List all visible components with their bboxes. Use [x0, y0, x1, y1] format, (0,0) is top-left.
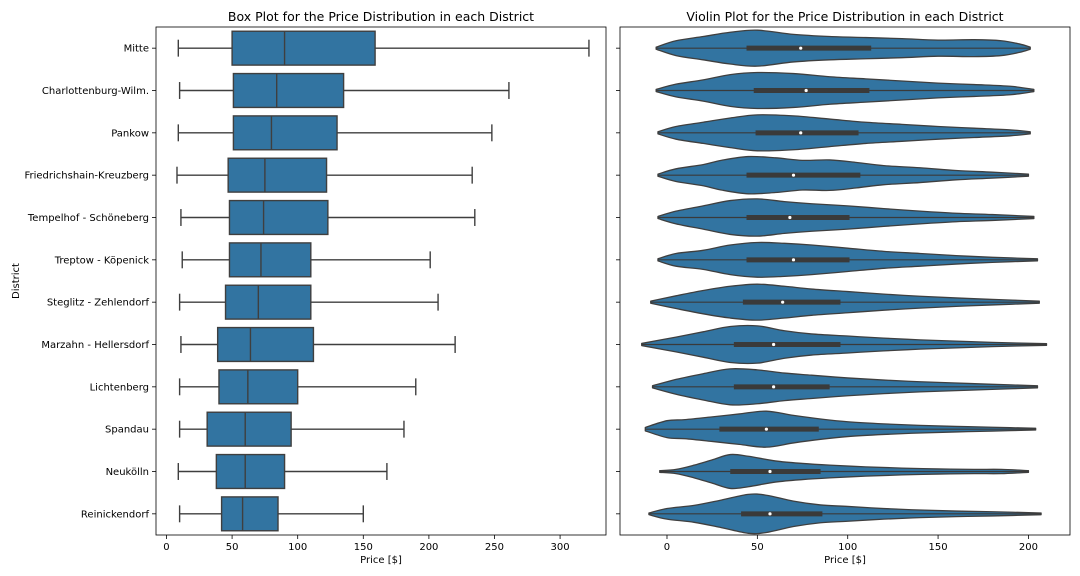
box-marzahn-hellersdorf [180, 326, 456, 363]
violin-spandau [644, 410, 1037, 448]
box-reinickendorf [178, 496, 364, 532]
box-friedrichshain-kreuzberg [176, 157, 473, 193]
median-dot [772, 385, 776, 389]
y-tick-label-mitte: Mitte [124, 44, 149, 55]
x-tick-label-200: 200 [419, 542, 438, 553]
median-dot [791, 173, 796, 177]
box-treptow-kopenick [181, 242, 431, 278]
violin-lichtenberg [651, 367, 1039, 406]
x-tick-label-0: 0 [163, 542, 169, 553]
median-dot [799, 131, 803, 135]
median-dot [768, 469, 772, 474]
box-plot-marks [176, 30, 590, 532]
box-steglitz-zehlendorf [178, 284, 439, 320]
median-dot [788, 215, 792, 220]
iqr-box [224, 284, 312, 320]
x-tick-label-200: 200 [1019, 542, 1038, 553]
box-plot-title: Box Plot for the Price Distribution in e… [228, 9, 534, 24]
box-lichtenberg [178, 369, 417, 405]
y-tick-label-lichtenberg: Lichtenberg [90, 382, 149, 393]
violin-tempelhof-schoneberg [657, 198, 1035, 237]
violin-plot-frame [619, 26, 1071, 536]
iqr-box [218, 369, 299, 405]
iqr-box [228, 199, 329, 236]
iqr-box [228, 242, 312, 278]
y-tick-label-charlottenburg-wilm: Charlottenburg-Wilm. [42, 86, 149, 97]
box-spandau [178, 411, 405, 447]
box-pankow [177, 115, 493, 151]
violin-reinickendorf [648, 493, 1042, 535]
x-tick-label-100: 100 [838, 542, 857, 553]
x-tick-label-150: 150 [354, 542, 373, 553]
y-tick-label-treptow-kopenick: Treptow - Köpenick [54, 255, 150, 266]
iqr-box [231, 30, 376, 66]
median-dot [764, 427, 768, 431]
box-tempelhof-schoneberg [180, 199, 476, 236]
y-tick-label-neukolln: Neukölln [106, 467, 149, 478]
box-plot-frame [155, 26, 607, 536]
iqr-box [232, 115, 338, 151]
box-plot-x-ticks: 0 50 100 150 200 250 300 [163, 535, 570, 553]
x-tick-label-150: 150 [929, 542, 948, 553]
violin-plot-x-ticks: 0 50 100 150 200 [664, 535, 1038, 553]
y-tick-label-tempelhof-schoneberg: Tempelhof - Schöneberg [27, 213, 149, 224]
violin-pankow [657, 114, 1031, 152]
box-plot-x-label: Price [$] [360, 555, 402, 566]
violin-marzahn-hellersdorf [641, 324, 1048, 365]
iqr-box [216, 326, 315, 363]
box-neukolln [177, 453, 388, 490]
x-tick-label-100: 100 [288, 542, 307, 553]
y-tick-label-marzahn-hellersdorf: Marzahn - Hellersdorf [41, 340, 149, 351]
x-tick-label-250: 250 [485, 542, 504, 553]
violin-treptow-kopenick [657, 241, 1039, 278]
iqr-box [206, 411, 292, 447]
box-plot-panel: Box Plot for the Price Distribution in e… [11, 9, 607, 566]
iqr-box [232, 72, 345, 109]
median-dot [772, 342, 776, 347]
violin-plot-x-label: Price [$] [824, 555, 866, 566]
median-dot [768, 512, 772, 516]
violin-plot-panel: Violin Plot for the Price Distribution i… [616, 9, 1071, 566]
median-dot [799, 46, 803, 50]
box-mitte [177, 30, 590, 66]
violin-plot-title: Violin Plot for the Price Distribution i… [686, 9, 1003, 24]
median-dot [804, 88, 808, 93]
iqr-box [220, 496, 279, 532]
y-tick-label-pankow: Pankow [111, 128, 149, 139]
violin-neukolln [659, 453, 1030, 490]
violin-mitte [655, 29, 1031, 67]
median-dot [791, 258, 796, 262]
iqr-box [215, 453, 286, 490]
violin-plot-marks [641, 29, 1048, 535]
box-plot-y-label: District [11, 263, 22, 299]
x-tick-label-300: 300 [551, 542, 570, 553]
box-plot-y-ticks: Mitte Charlottenburg-Wilm. Pankow Friedrich… [24, 44, 156, 520]
y-tick-label-reinickendorf: Reinickendorf [81, 509, 150, 520]
median-dot [781, 300, 785, 304]
violin-plot-y-ticks [616, 47, 620, 515]
y-tick-label-friedrichshain-kreuzberg: Friedrichshain-Kreuzberg [24, 171, 149, 182]
violin-friedrichshain-kreuzberg [657, 155, 1030, 195]
box-charlottenburg-wilm [178, 72, 510, 109]
x-tick-label-0: 0 [664, 542, 670, 553]
x-tick-label-50: 50 [226, 542, 239, 553]
y-tick-label-steglitz-zehlendorf: Steglitz - Zehlendorf [47, 298, 150, 309]
iqr-box [227, 157, 328, 193]
y-tick-label-spandau: Spandau [105, 425, 149, 436]
violin-steglitz-zehlendorf [650, 283, 1040, 321]
x-tick-label-50: 50 [751, 542, 764, 553]
violin-charlottenburg-wilm [655, 71, 1035, 110]
